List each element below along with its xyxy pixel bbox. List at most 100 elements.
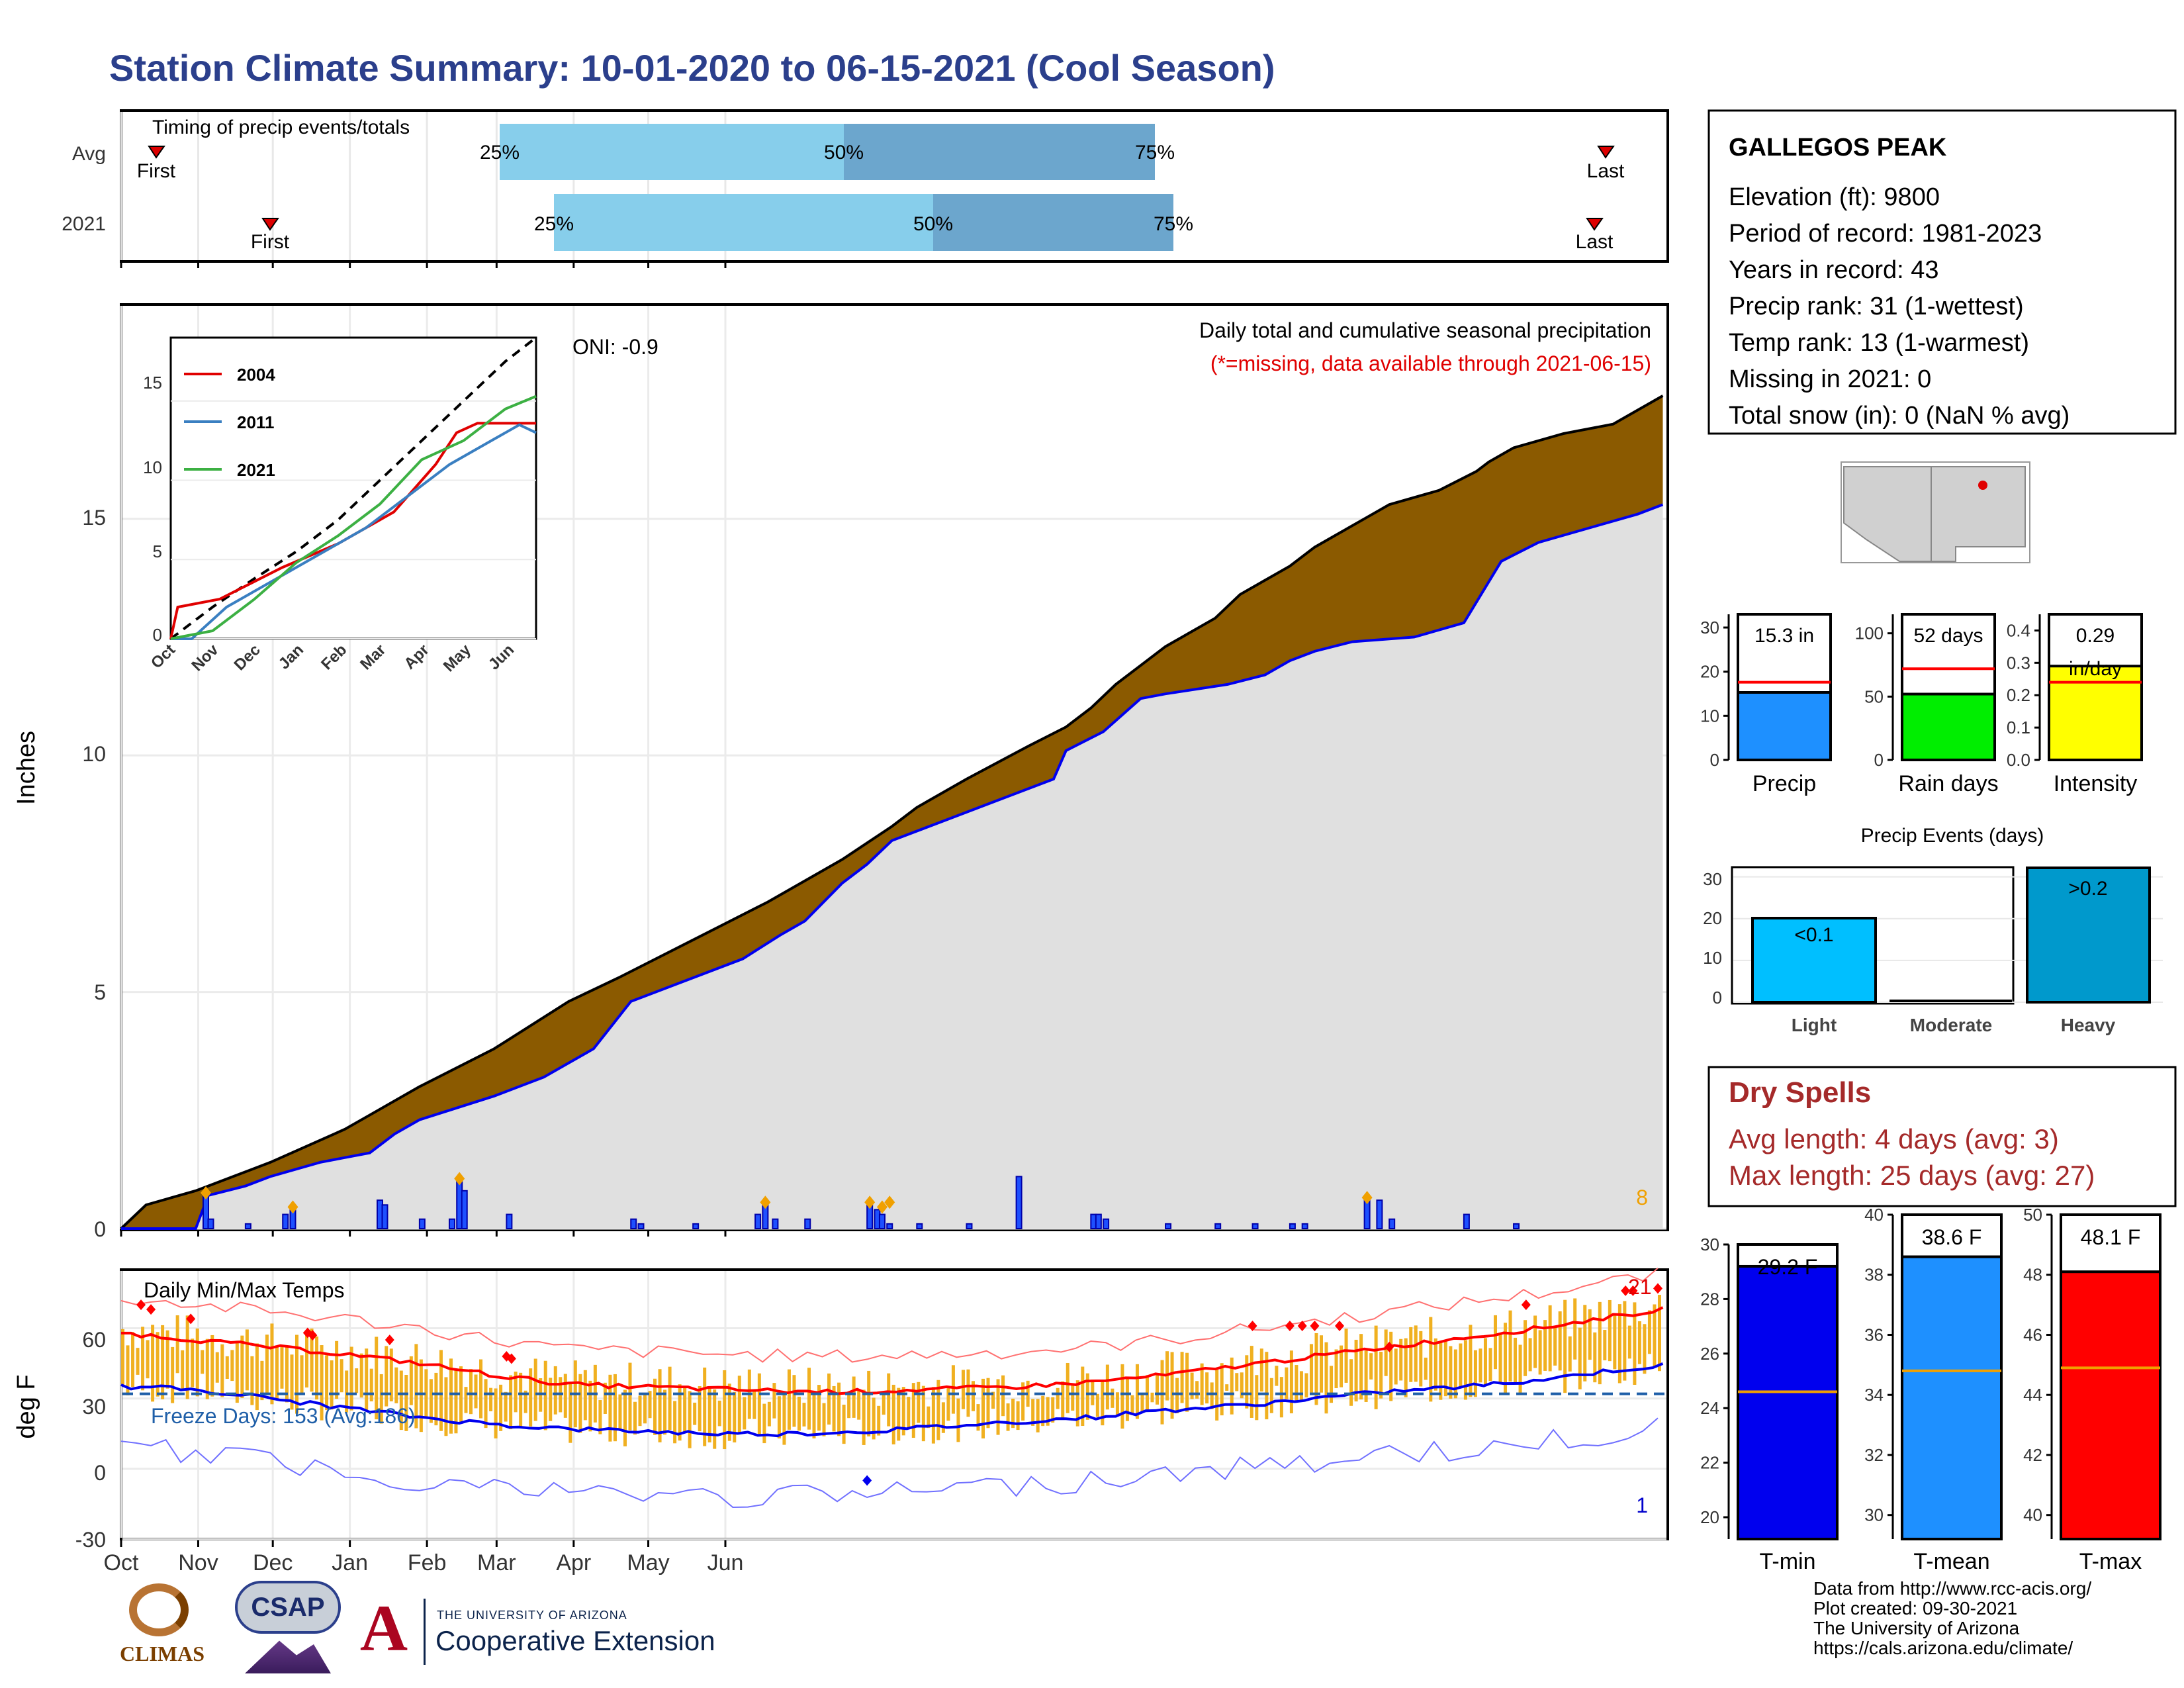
daily-temp-bar — [1473, 1350, 1477, 1397]
temp-count-low: 1 — [1636, 1493, 1648, 1517]
minibar-tick: 30 — [1700, 618, 1719, 637]
daily-temp-bar — [553, 1366, 557, 1415]
daily-temp-bar — [907, 1397, 911, 1429]
daily-temp-bar — [827, 1373, 831, 1425]
daily-temp-bar — [514, 1372, 518, 1413]
record-high-marker — [186, 1313, 196, 1325]
daily-temp-bar — [1140, 1393, 1144, 1413]
daily-temp-bar — [1453, 1349, 1457, 1399]
daily-temp-bar — [951, 1365, 955, 1414]
daily-precip-bar — [1095, 1213, 1102, 1229]
daily-temp-bar — [956, 1398, 960, 1442]
daily-temp-bar — [887, 1373, 891, 1427]
daily-temp-bar — [1340, 1345, 1343, 1387]
minibar-value-unit: in/day — [2069, 658, 2122, 680]
events-y-10: 10 — [1703, 948, 1722, 968]
daily-temp-bar — [1433, 1338, 1437, 1391]
daily-temp-bar — [713, 1389, 717, 1449]
daily-temp-bar — [852, 1376, 856, 1418]
daily-temp-bar — [1250, 1346, 1253, 1418]
daily-temp-bar — [1498, 1333, 1502, 1383]
avg-p25-label: 25% — [480, 142, 520, 164]
daily-temp-bar — [727, 1383, 731, 1441]
daily-temp-bar — [1125, 1379, 1129, 1421]
dry-spells-title: Dry Spells — [1729, 1076, 1871, 1109]
daily-temp-bar — [454, 1368, 458, 1434]
tempbar-tick: 22 — [1700, 1453, 1719, 1473]
y2021-p25-label: 25% — [534, 213, 574, 235]
daily-precip-bar — [448, 1218, 455, 1229]
daily-temp-bar — [1156, 1374, 1160, 1405]
daily-temp-bar — [1504, 1323, 1508, 1395]
y-tick-5: 5 — [94, 980, 106, 1004]
daily-temp-bar — [210, 1335, 214, 1397]
timing-avg-bar-late — [844, 124, 1155, 180]
daily-temp-bar — [946, 1387, 950, 1421]
daily-temp-bar — [862, 1389, 866, 1445]
heavy-event-marker — [1361, 1191, 1373, 1205]
station-line-7: Total snow (in): 0 (NaN % avg) — [1729, 402, 2070, 430]
daily-precip-bar — [1165, 1223, 1172, 1230]
daily-temp-bar — [1419, 1331, 1423, 1387]
tempbar-tick: 32 — [1864, 1445, 1884, 1465]
events-bar-heavy — [2026, 867, 2151, 1004]
minibar-tick: 50 — [1864, 686, 1884, 706]
daily-temp-bar — [867, 1370, 871, 1436]
tempbar-label: T-min — [1760, 1549, 1816, 1574]
daily-temp-bar — [126, 1345, 130, 1395]
daily-temp-bar — [1384, 1329, 1388, 1376]
daily-temp-bar — [1245, 1355, 1249, 1409]
daily-temp-bar — [504, 1391, 508, 1422]
events-label-moderate: Moderate — [1910, 1015, 1992, 1035]
minibar-tick: 10 — [1700, 706, 1719, 726]
daily-temp-bar — [335, 1340, 339, 1399]
tempbar-tick: 44 — [2023, 1385, 2042, 1405]
daily-temp-bar — [588, 1380, 592, 1432]
daily-temp-bar — [1508, 1310, 1512, 1382]
daily-temp-bar — [1548, 1305, 1552, 1372]
heavy-event-marker — [876, 1200, 887, 1214]
daily-temp-bar — [1036, 1399, 1040, 1432]
station-line-2: Period of record: 1981-2023 — [1729, 220, 2042, 248]
daily-temp-bar — [1105, 1364, 1109, 1410]
ua-extension-title: Cooperative Extension — [435, 1625, 715, 1656]
daily-temp-bar — [1120, 1364, 1124, 1429]
daily-temp-bar — [1071, 1385, 1075, 1411]
daily-temp-bar — [1553, 1326, 1557, 1366]
daily-temp-bar — [1295, 1365, 1298, 1401]
tempbar-value-label: 38.6 F — [1922, 1225, 1982, 1249]
daily-temp-bar — [1463, 1340, 1467, 1400]
daily-temp-bar — [1493, 1315, 1497, 1370]
daily-temp-bar — [1101, 1380, 1105, 1426]
daily-temp-bar — [569, 1382, 572, 1443]
daily-temp-bar — [1657, 1295, 1661, 1372]
daily-temp-bar — [394, 1367, 398, 1403]
heavy-event-marker — [454, 1172, 465, 1186]
temp-count-high: 21 — [1628, 1275, 1652, 1299]
daily-temp-bar — [1200, 1363, 1204, 1405]
precip-deficit-area — [121, 395, 1663, 1229]
events-tag-light: <0.1 — [1794, 924, 1833, 946]
heavy-event-marker — [287, 1200, 298, 1214]
daily-temp-bar — [1085, 1373, 1089, 1420]
daily-temp-bar — [201, 1350, 205, 1374]
daily-temp-bar — [1006, 1403, 1010, 1431]
daily-temp-bar — [1285, 1367, 1289, 1399]
daily-temp-bar — [961, 1370, 965, 1409]
daily-temp-bar — [464, 1387, 468, 1413]
daily-temp-bar — [1354, 1339, 1358, 1402]
daily-temp-bar — [633, 1401, 637, 1435]
daily-temp-bar — [752, 1391, 756, 1419]
daily-temp-bar — [817, 1385, 821, 1431]
daily-temp-bar — [757, 1373, 761, 1437]
daily-precip-bar — [1289, 1223, 1296, 1230]
daily-temp-bar — [1588, 1309, 1592, 1360]
precip-corner-count: 8 — [1636, 1186, 1648, 1209]
daily-temp-bar — [1613, 1313, 1617, 1370]
heavy-event-marker — [864, 1196, 876, 1209]
daily-temp-bar — [365, 1348, 369, 1412]
record-high-marker — [136, 1299, 146, 1311]
y2021-p50-label: 50% — [913, 213, 953, 235]
avg-last-label: Last — [1587, 160, 1625, 182]
csap-logo: CSAP — [232, 1581, 344, 1680]
